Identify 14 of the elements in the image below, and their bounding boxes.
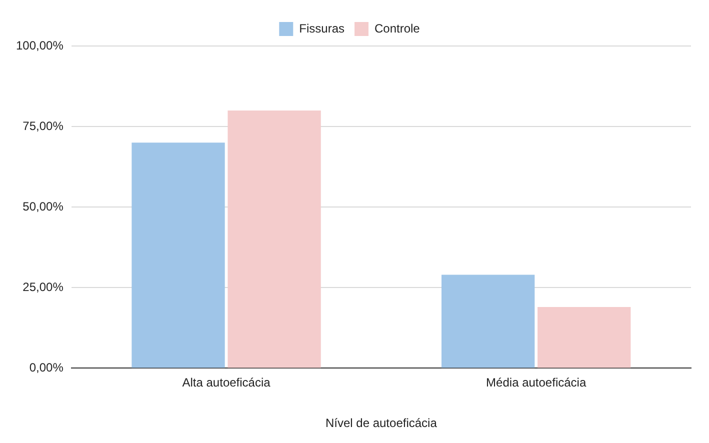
y-tick-label: 75,00% <box>22 118 64 133</box>
y-tick-label: 100,00% <box>16 38 64 52</box>
legend-label: Controle <box>374 21 420 36</box>
bar <box>441 274 535 368</box>
bar <box>538 306 631 368</box>
x-tick-label: Média autoeficácia <box>486 376 586 390</box>
y-tick-label: 25,00% <box>22 280 64 294</box>
legend-label: Fissuras <box>299 21 344 36</box>
bar <box>132 142 225 368</box>
bar <box>228 110 321 368</box>
y-tick-label: 0,00% <box>29 360 64 375</box>
y-tick-label: 50,00% <box>22 199 64 214</box>
x-axis-title: Nível de autoeficácia <box>325 416 438 430</box>
x-tick-label: Alta autoeficácia <box>182 376 271 390</box>
